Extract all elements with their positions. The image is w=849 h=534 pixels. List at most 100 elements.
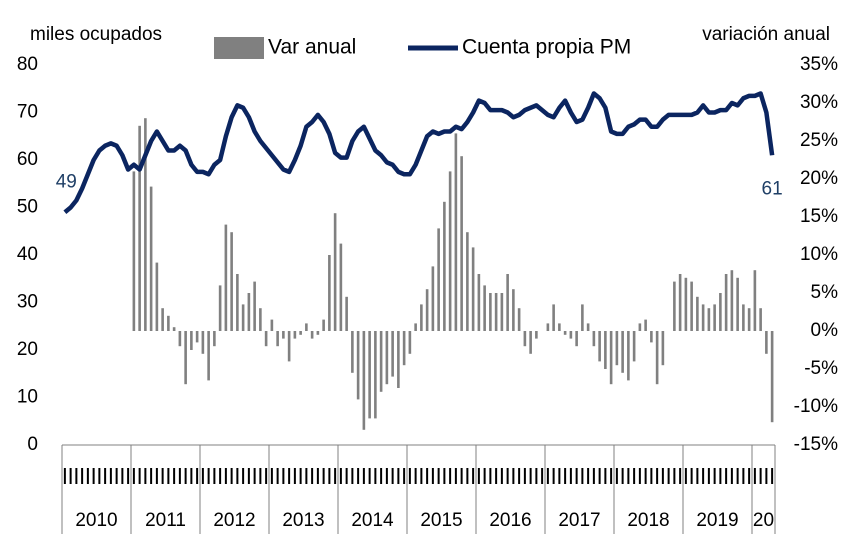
y-tick-label: 80 bbox=[17, 54, 38, 75]
bar bbox=[408, 331, 412, 354]
x-group-label: 2017 bbox=[558, 510, 600, 531]
bar bbox=[765, 331, 768, 354]
bar bbox=[684, 277, 688, 331]
bar bbox=[276, 331, 279, 347]
bar bbox=[282, 331, 285, 339]
bar bbox=[460, 156, 463, 331]
bar bbox=[558, 323, 561, 331]
bar bbox=[770, 331, 774, 423]
bar bbox=[529, 331, 532, 354]
y2-tick-label: 35% bbox=[800, 54, 838, 75]
bar bbox=[218, 285, 222, 331]
bar bbox=[316, 331, 320, 335]
bar bbox=[546, 323, 550, 331]
bar bbox=[523, 331, 527, 347]
bar bbox=[673, 281, 676, 331]
bar bbox=[178, 331, 182, 347]
line bbox=[63, 91, 775, 214]
bar bbox=[379, 331, 383, 392]
y-axis-title: miles ocupados bbox=[30, 24, 162, 45]
bar bbox=[414, 323, 417, 331]
y-tick-label: 30 bbox=[17, 292, 38, 313]
x-group-label: 2010 bbox=[75, 510, 117, 531]
bar bbox=[638, 323, 642, 331]
bar bbox=[586, 323, 590, 331]
x-group-label: 2019 bbox=[696, 510, 738, 531]
bar bbox=[362, 331, 366, 430]
bar bbox=[713, 304, 716, 331]
bar bbox=[351, 331, 354, 373]
bar bbox=[207, 331, 210, 381]
bar bbox=[149, 186, 153, 331]
bar bbox=[322, 319, 325, 331]
y2-tick-label: -5% bbox=[804, 358, 838, 379]
bar bbox=[471, 247, 475, 331]
x-group-label: 2015 bbox=[420, 510, 462, 531]
bar bbox=[627, 331, 630, 381]
bar bbox=[155, 262, 159, 331]
bar bbox=[299, 331, 302, 335]
bar bbox=[184, 331, 187, 385]
bar bbox=[494, 293, 498, 331]
bar bbox=[512, 289, 515, 331]
bar bbox=[345, 296, 348, 331]
bar bbox=[195, 331, 199, 343]
y2-tick-label: 30% bbox=[800, 92, 838, 113]
bar bbox=[247, 293, 251, 331]
bar bbox=[632, 331, 636, 362]
y2-axis-title: variación anual bbox=[702, 24, 830, 45]
bar bbox=[437, 228, 440, 331]
x-group-label: 2018 bbox=[627, 510, 669, 531]
y-tick-label: 70 bbox=[17, 102, 38, 123]
bar bbox=[443, 201, 446, 331]
y-tick-label: 50 bbox=[17, 197, 38, 218]
x-group-label: 2011 bbox=[145, 510, 186, 531]
bar bbox=[517, 308, 521, 331]
bar bbox=[241, 304, 245, 331]
bar bbox=[609, 331, 613, 385]
bar bbox=[719, 293, 722, 331]
bar bbox=[552, 304, 555, 331]
bar bbox=[730, 270, 734, 331]
y2-tick-label: -10% bbox=[794, 396, 838, 417]
data-label: 61 bbox=[762, 178, 783, 199]
bar bbox=[328, 255, 331, 331]
y-tick-label: 10 bbox=[17, 387, 38, 408]
bar bbox=[339, 243, 343, 331]
bar bbox=[759, 308, 762, 331]
bar bbox=[724, 274, 728, 331]
bar bbox=[420, 304, 423, 331]
bar bbox=[236, 274, 239, 331]
bar bbox=[701, 304, 705, 331]
bar bbox=[333, 213, 337, 331]
bar bbox=[598, 331, 601, 362]
bar bbox=[742, 304, 745, 331]
bar bbox=[391, 331, 394, 377]
bar bbox=[356, 331, 360, 400]
bar bbox=[374, 331, 377, 419]
bar bbox=[747, 308, 751, 331]
bar bbox=[655, 331, 659, 385]
y-tick-label: 0 bbox=[27, 434, 38, 455]
bar bbox=[305, 323, 308, 331]
bar bbox=[448, 171, 452, 331]
bar bbox=[753, 270, 757, 331]
x-group-label: 2012 bbox=[213, 510, 255, 531]
x-group-label: 2014 bbox=[351, 510, 394, 531]
y2-tick-label: 5% bbox=[811, 282, 839, 303]
bar bbox=[287, 331, 291, 362]
bar bbox=[402, 331, 406, 366]
bar bbox=[575, 331, 578, 347]
bar bbox=[144, 118, 147, 331]
x-group-label: 2013 bbox=[282, 510, 324, 531]
bar bbox=[172, 327, 176, 331]
bar bbox=[650, 331, 653, 343]
bar bbox=[138, 125, 141, 331]
y2-tick-label: 15% bbox=[800, 206, 838, 227]
bar bbox=[661, 331, 665, 366]
bar bbox=[431, 266, 435, 331]
bar bbox=[230, 232, 233, 331]
bar bbox=[604, 331, 607, 369]
bar bbox=[132, 171, 136, 331]
bar bbox=[489, 293, 492, 331]
